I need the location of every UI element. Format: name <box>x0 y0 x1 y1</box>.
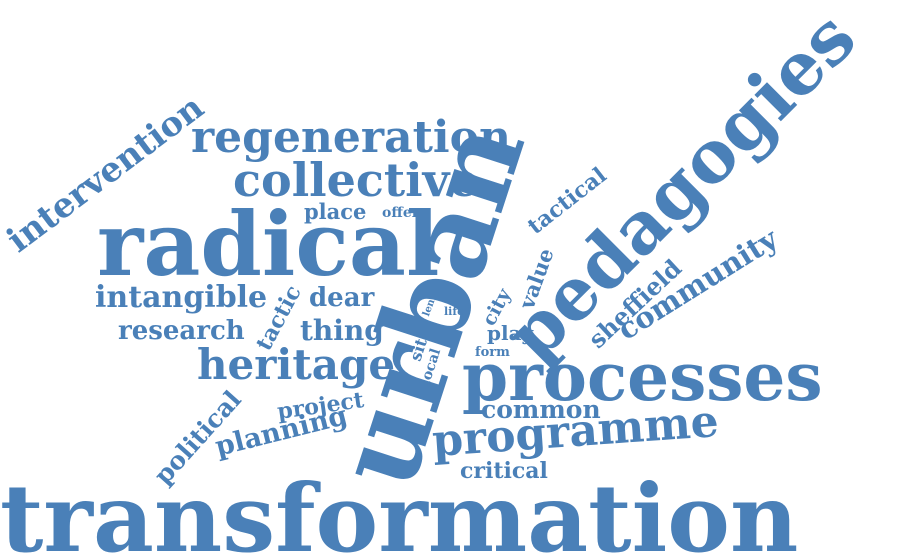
word-pedagogies: pedagogies <box>489 0 872 377</box>
word-offer: offer <box>382 205 420 221</box>
word-life: life <box>444 305 465 318</box>
word-dear: dear <box>309 283 375 313</box>
word-collective: collective <box>233 153 479 207</box>
word-critical: critical <box>460 458 548 484</box>
word-thing: thing <box>300 314 384 347</box>
word-research: research <box>118 316 245 346</box>
word-play: play <box>487 321 534 345</box>
word-processes: processes <box>462 338 823 416</box>
word-place: place <box>304 199 367 224</box>
word-radical: radical <box>97 192 440 296</box>
word-intangible: intangible <box>95 280 268 315</box>
word-transformation: transformation <box>0 464 799 553</box>
word-common: common <box>481 395 601 424</box>
word-form: form <box>475 345 510 360</box>
word-regeneration: regeneration <box>191 112 511 163</box>
word-heritage: heritage <box>197 340 396 389</box>
